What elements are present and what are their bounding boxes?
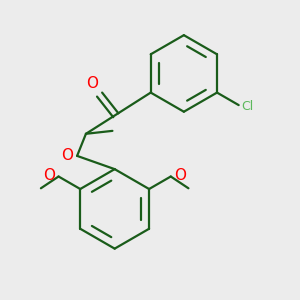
Text: Cl: Cl xyxy=(242,100,254,113)
Text: O: O xyxy=(44,167,56,182)
Text: O: O xyxy=(174,167,186,182)
Text: O: O xyxy=(86,76,98,91)
Text: O: O xyxy=(61,148,73,164)
